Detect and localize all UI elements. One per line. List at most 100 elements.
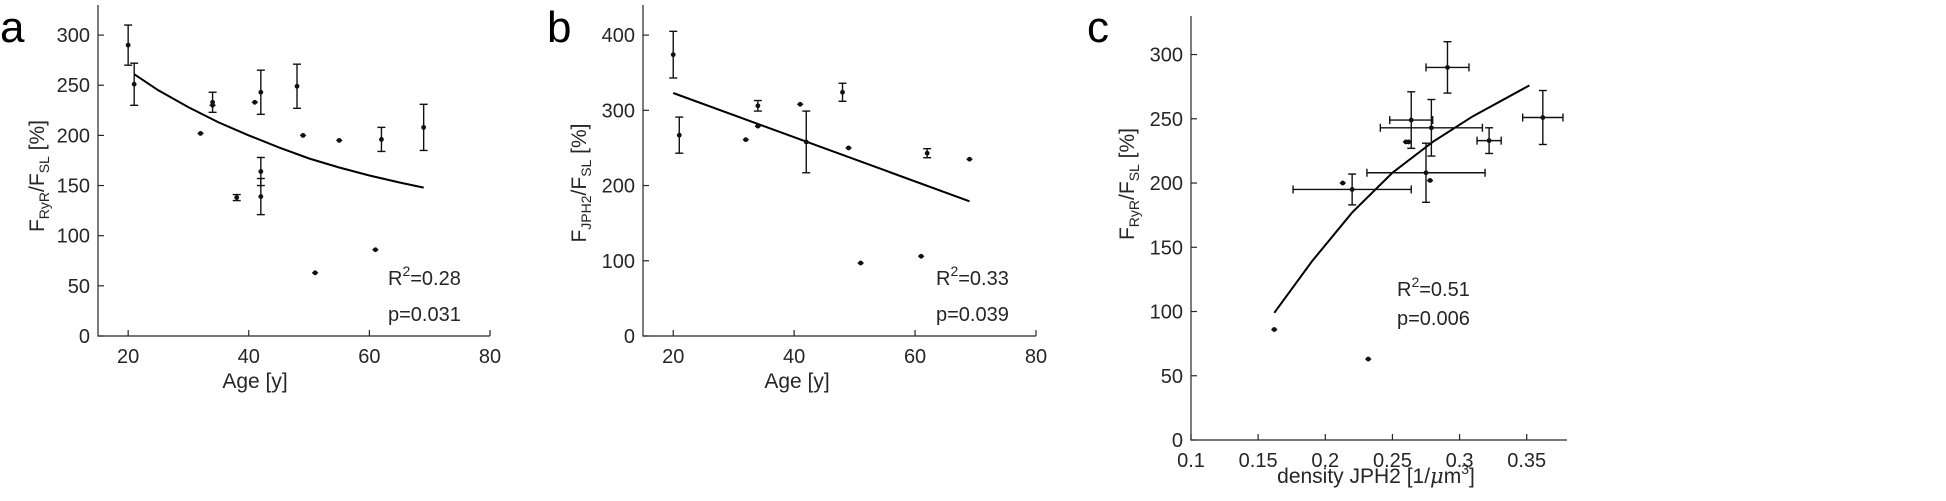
r2-annotation-b: R2=0.33 [936, 263, 1009, 290]
y-tick-label: 0 [1172, 430, 1183, 452]
point-marker [1427, 178, 1433, 183]
y-tick-label: 300 [602, 100, 635, 122]
xlabel-c-sup: 3 [1461, 461, 1469, 477]
r2-annotation-c: R2=0.51 [1397, 274, 1470, 301]
y-tick-label: 200 [602, 176, 635, 198]
y-tick-label: 200 [1150, 173, 1183, 195]
panel-letter-a: a [0, 3, 25, 52]
data-point [675, 116, 684, 154]
x-tick-label: 0.25 [1373, 450, 1412, 472]
data-point [838, 82, 847, 102]
p-value-b: p=0.039 [936, 304, 1009, 326]
xlabel-c-mu: μ [1430, 464, 1444, 488]
point-marker [840, 89, 845, 95]
panel-c: c 0.1 0.15 0.2 0.25 0.3 0.35 0 50 100 150 200 250 30… [1087, 3, 1567, 488]
point-marker [967, 156, 972, 162]
point-marker [918, 253, 924, 259]
y-axis-title-c: FRyR/FSL [%] [1116, 128, 1142, 240]
data-point [742, 137, 749, 143]
point-marker [258, 169, 264, 174]
point-marker [294, 83, 300, 89]
panel-a: a 20 40 60 80 0 50 100 150 200 250 300 Age [y] FRy… [0, 3, 501, 393]
x-axis-title-b: Age [y] [764, 370, 829, 393]
point-marker [421, 124, 427, 130]
x-tick-label: 20 [117, 346, 139, 368]
point-marker [252, 99, 258, 105]
y-tick-label: 200 [57, 125, 90, 147]
point-marker [803, 139, 809, 145]
point-marker [210, 102, 215, 108]
ylabel-b-sub1: JPH2 [578, 195, 594, 229]
point-marker [858, 260, 864, 266]
x-tick-label: 40 [783, 346, 805, 368]
plot-area-c: 0.1 0.15 0.2 0.25 0.3 0.35 0 50 100 150 200 250 300 [1150, 16, 1567, 472]
x-tick-label: 20 [662, 346, 684, 368]
data-point [372, 247, 379, 253]
point-marker [258, 194, 264, 199]
plot-area-a: 20 40 60 80 0 50 100 150 200 250 300 [57, 5, 501, 368]
y-tick-label: 50 [68, 276, 90, 298]
ylabel-c-part1: F [1116, 227, 1139, 240]
data-point [124, 24, 133, 66]
data-point [419, 103, 428, 152]
x-tick-label: 0.3 [1446, 450, 1474, 472]
x-tick-label: 40 [238, 346, 260, 368]
r2-sup-b: 2 [950, 263, 958, 279]
point-marker [234, 195, 240, 200]
xlabel-c-suffix: ] [1469, 465, 1475, 488]
point-marker [797, 101, 803, 107]
point-marker [131, 81, 137, 87]
point-marker [1349, 187, 1355, 192]
panel-b: b 20 40 60 80 0 100 200 300 400 Age [y] FJPH2/FS… [547, 3, 1047, 393]
data-point [336, 138, 343, 143]
ylabel-b-part2: /F [568, 177, 591, 196]
y-tick-label: 100 [1150, 302, 1183, 324]
x-tick-label: 60 [904, 346, 926, 368]
point-marker [670, 52, 676, 58]
data-point [1366, 142, 1486, 204]
point-marker [373, 247, 378, 253]
point-marker [198, 130, 203, 136]
y-tick-label: 50 [1161, 366, 1183, 388]
panel-letter-b: b [547, 3, 571, 52]
point-marker [924, 150, 930, 156]
y-tick-label: 100 [602, 251, 635, 273]
p-value-c: p=0.006 [1397, 308, 1470, 330]
panel-letter-c: c [1087, 3, 1109, 52]
data-point [754, 123, 761, 129]
x-tick-label: 0.2 [1311, 450, 1339, 472]
point-marker [755, 123, 761, 129]
fit-line-a [133, 73, 424, 189]
point-marker [1340, 180, 1346, 186]
x-tick-label: 0.35 [1507, 450, 1546, 472]
data-point [1339, 180, 1346, 186]
fit-line-b [672, 92, 970, 203]
data-point [845, 145, 852, 151]
point-marker [1408, 117, 1414, 123]
point-marker [1445, 64, 1450, 70]
data-point [256, 69, 265, 116]
axes-c [1190, 16, 1567, 441]
ylabel-a-part1: F [26, 219, 49, 232]
data-point [1425, 40, 1470, 94]
y-tick-label: 150 [1150, 237, 1183, 259]
data-point [232, 193, 241, 202]
y-axis-title-a: FRyR/FSL [%] [26, 120, 52, 232]
y-tick-label: 300 [1150, 45, 1183, 67]
data-point [753, 99, 762, 112]
y-tick-label: 250 [57, 75, 90, 97]
ylabel-b-part3: [%] [568, 123, 591, 159]
ylabel-b-part1: F [568, 230, 591, 243]
point-marker [1486, 138, 1492, 144]
point-marker [1406, 139, 1411, 145]
r2-value-b: =0.33 [958, 268, 1009, 290]
data-point [1271, 327, 1278, 332]
data-point [797, 101, 804, 107]
point-marker [846, 145, 851, 151]
data-point [300, 132, 307, 138]
r2-value-a: =0.28 [410, 268, 461, 290]
plot-area-b: 20 40 60 80 0 100 200 300 400 [602, 5, 1047, 368]
y-tick-label: 250 [1150, 109, 1183, 131]
data-point [857, 260, 864, 266]
